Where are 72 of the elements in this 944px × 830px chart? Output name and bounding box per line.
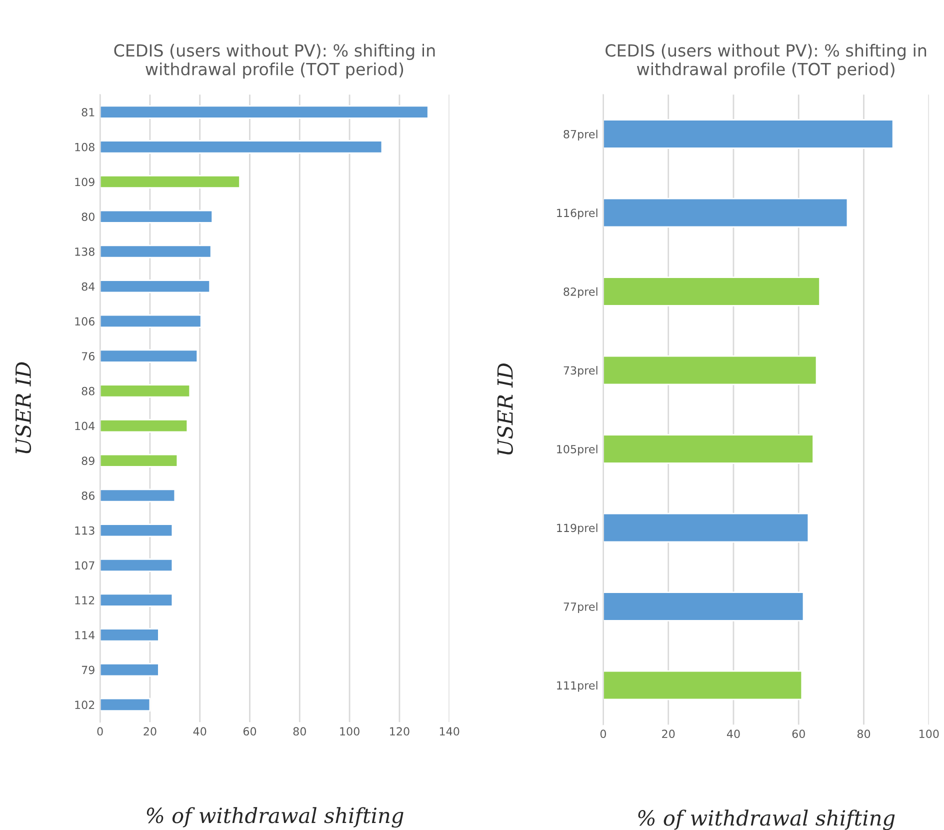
bar bbox=[100, 174, 240, 189]
y-tick-label: 80 bbox=[82, 212, 94, 222]
bar bbox=[603, 670, 803, 700]
x-tick-label: 20 bbox=[144, 727, 156, 736]
bar bbox=[603, 592, 804, 622]
x-axis-title: % of withdrawal shifting bbox=[638, 810, 895, 830]
chart-title: CEDIS (users without PV): % shifting in withdrawal profile (TOT period) bbox=[114, 44, 435, 79]
x-tick-label: 140 bbox=[440, 727, 460, 736]
y-tick-label: 76 bbox=[82, 352, 95, 360]
y-tick-label: 82prel bbox=[564, 287, 598, 298]
y-tick-label: 112 bbox=[75, 596, 94, 604]
y-tick-label: 73prel bbox=[564, 366, 598, 377]
bar bbox=[100, 454, 178, 468]
y-axis-title: USER ID bbox=[15, 362, 32, 454]
bar bbox=[100, 488, 176, 502]
y-tick-label: 88 bbox=[82, 386, 94, 396]
y-tick-label: 77prel bbox=[564, 602, 598, 614]
x-tick-label: 100 bbox=[340, 727, 360, 736]
y-axis-title: USER ID bbox=[497, 363, 513, 454]
x-tick-label: 100 bbox=[920, 730, 939, 738]
x-tick-label: 80 bbox=[293, 727, 306, 736]
y-tick-label: 119prel bbox=[557, 524, 598, 534]
bar bbox=[100, 349, 198, 363]
y-tick-label: 113 bbox=[75, 526, 94, 535]
bar bbox=[603, 355, 818, 386]
y-tick-label: 138 bbox=[75, 247, 94, 256]
y-tick-label: 84 bbox=[82, 282, 95, 291]
y-tick-label: 81 bbox=[82, 108, 94, 116]
bar bbox=[603, 512, 810, 543]
bar bbox=[100, 314, 202, 328]
x-tick-label: 20 bbox=[662, 730, 675, 738]
x-tick-label: 0 bbox=[600, 730, 606, 738]
bar bbox=[100, 524, 174, 538]
y-tick-label: 114 bbox=[75, 631, 95, 640]
y-tick-label: 89 bbox=[82, 456, 94, 466]
bar bbox=[603, 119, 894, 149]
x-tick-label: 80 bbox=[857, 730, 870, 738]
bar bbox=[603, 198, 848, 228]
y-tick-label: 111prel bbox=[557, 680, 598, 692]
y-tick-label: 102 bbox=[75, 700, 94, 710]
bar bbox=[100, 418, 188, 433]
y-tick-label: 79 bbox=[82, 666, 94, 674]
y-tick-label: 105prel bbox=[557, 444, 598, 456]
y-tick-label: 107 bbox=[75, 561, 94, 570]
x-tick-label: 60 bbox=[792, 730, 805, 738]
y-tick-label: 104 bbox=[75, 422, 95, 430]
bar bbox=[100, 140, 383, 154]
y-tick-label: 87prel bbox=[564, 130, 598, 141]
y-tick-label: 109 bbox=[75, 178, 94, 186]
bar bbox=[100, 593, 174, 607]
x-tick-label: 0 bbox=[97, 727, 103, 736]
x-tick-label: 60 bbox=[243, 727, 256, 736]
bar bbox=[100, 384, 191, 398]
chart-title: CEDIS (users without PV): % shifting in withdrawal profile (TOT period) bbox=[606, 44, 926, 79]
bar bbox=[100, 210, 214, 224]
bar bbox=[100, 628, 160, 642]
y-tick-label: 86 bbox=[82, 491, 95, 500]
x-tick-label: 120 bbox=[390, 727, 410, 736]
x-tick-label: 40 bbox=[193, 727, 206, 736]
y-tick-label: 108 bbox=[75, 142, 94, 152]
bar bbox=[100, 663, 160, 677]
x-axis-title: % of withdrawal shifting bbox=[146, 807, 404, 828]
bar bbox=[100, 244, 212, 258]
y-tick-label: 116prel bbox=[557, 208, 598, 220]
bar bbox=[100, 280, 211, 294]
bar bbox=[100, 558, 174, 572]
bar bbox=[100, 698, 151, 712]
bar bbox=[603, 434, 814, 464]
bar bbox=[100, 105, 429, 119]
y-tick-label: 106 bbox=[75, 317, 95, 326]
x-tick-label: 40 bbox=[726, 730, 740, 738]
bar bbox=[603, 276, 820, 306]
